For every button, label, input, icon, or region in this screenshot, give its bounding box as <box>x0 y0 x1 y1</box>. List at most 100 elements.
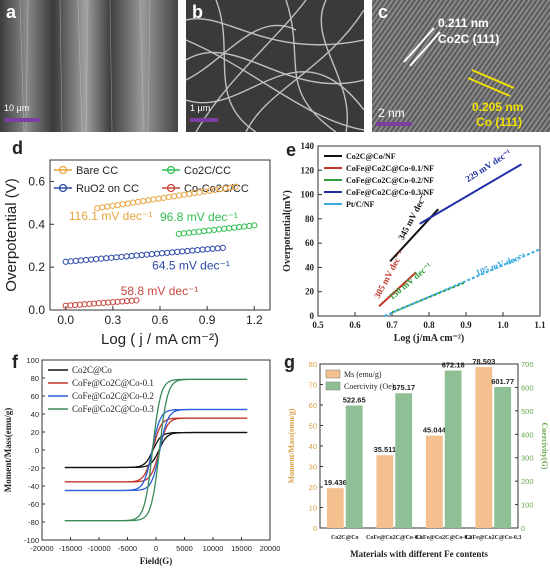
data-point <box>163 249 171 256</box>
data-point <box>153 250 161 257</box>
legend-swatch <box>325 369 341 379</box>
y-tick-label: 0 <box>35 446 39 455</box>
data-point <box>232 183 239 190</box>
legend-label: Co2C/CC <box>184 165 231 177</box>
data-point <box>215 226 223 233</box>
data-point <box>118 253 125 260</box>
x-tick-label: 1.0 <box>497 320 509 330</box>
data-point <box>87 256 95 263</box>
data-point <box>108 254 115 261</box>
panel-letter-b: b <box>192 2 203 22</box>
legend-label: CoFe@Co2C@Co-0.2 <box>72 391 154 401</box>
y-tick-label-left: 50 <box>309 422 317 431</box>
legend-label: CoFe@Co2C@Co-0.3/NF <box>346 188 434 197</box>
y-tick-label-left: 60 <box>309 401 317 410</box>
y-tick-label: -80 <box>28 518 39 527</box>
hysteresis-branch <box>64 417 248 483</box>
y-tick-label: 120 <box>301 165 315 175</box>
y-tick-label-left: 20 <box>309 483 317 492</box>
bar-ms <box>376 455 394 528</box>
data-point <box>231 224 238 231</box>
y-tick-label: 80 <box>305 214 315 224</box>
data-point <box>210 226 218 234</box>
bar-label-coercivity: 601.77 <box>491 377 514 386</box>
legend-marker <box>58 165 68 175</box>
data-point <box>221 225 228 232</box>
hysteresis-branch <box>64 431 248 469</box>
tafel-slope-label: 116.1 mV dec⁻¹ <box>69 209 152 223</box>
bar-label-ms: 45.044 <box>423 426 447 435</box>
data-point <box>143 251 150 258</box>
data-point <box>165 194 172 201</box>
tafel-slope-label: 345 mV dec⁻¹ <box>396 191 430 242</box>
bar-coercivity <box>345 405 363 528</box>
y-tick-label-left: 0 <box>313 524 317 533</box>
y-tick-label-right: 0 <box>521 524 525 533</box>
tem-image-c: c 0.211 nm Co2C (111) 0.205 nm Co (111) … <box>372 0 550 132</box>
data-point <box>72 257 79 264</box>
y-tick-label: 20 <box>31 428 39 437</box>
x-tick-label: 0.8 <box>423 320 435 330</box>
y-tick-label: -60 <box>28 500 39 509</box>
data-point <box>179 248 186 255</box>
panel-letter-f: f <box>12 352 18 372</box>
y-tick-label: -100 <box>24 536 39 545</box>
data-point <box>148 251 155 258</box>
data-point <box>155 195 162 202</box>
data-point <box>205 227 213 234</box>
data-point <box>138 251 145 259</box>
bar-ms <box>425 435 443 528</box>
data-point <box>226 225 233 232</box>
y-tick-label-right: 300 <box>521 454 534 463</box>
series-line <box>391 281 467 314</box>
data-point <box>251 222 258 229</box>
scale-label-c: 2 nm <box>378 106 405 120</box>
series-line <box>384 248 541 317</box>
y-tick-label: 100 <box>301 190 315 200</box>
x-axis-label: Field(G) <box>140 556 173 566</box>
sem-texture-a <box>0 0 178 132</box>
panel-letter-e: e <box>286 140 297 160</box>
data-point <box>103 255 110 262</box>
legend-marker <box>166 165 176 175</box>
data-point <box>180 230 187 237</box>
x-tick-label: 0.7 <box>386 320 398 330</box>
data-point <box>135 198 142 205</box>
lattice-spacing-1: 0.211 nm <box>438 16 489 30</box>
x-tick-label: 1.2 <box>246 313 263 327</box>
y-axis-label-right: Coercivity(G) <box>540 423 549 470</box>
bar-label-coercivity: 575.17 <box>392 383 415 392</box>
bar-label-coercivity: 672.18 <box>442 361 465 370</box>
data-point <box>169 249 176 256</box>
x-tick-label: 15000 <box>231 544 252 553</box>
x-axis-label: Log (j/mA cm⁻²) <box>394 333 464 344</box>
legend-marker <box>58 183 68 193</box>
data-point <box>194 247 201 254</box>
x-tick-label: 20000 <box>260 544 280 553</box>
x-tick-label: 0 <box>154 544 158 553</box>
scale-label-a: 10 μm <box>4 103 30 113</box>
data-point <box>219 244 226 251</box>
legend-label: Pt/C/NF <box>346 200 375 209</box>
y-tick-label: 20 <box>305 287 315 297</box>
y-tick-label-left: 80 <box>309 360 317 369</box>
data-point <box>204 246 211 253</box>
y-tick-label: 60 <box>31 392 39 401</box>
data-point <box>145 197 152 204</box>
x-tick-label: 10000 <box>203 544 224 553</box>
chart-d: 0.0 0.3 0.6 0.9 1.2 0.0 0.2 0.4 0.6 Log ( j / mA … <box>0 138 280 350</box>
data-point <box>158 250 166 257</box>
bar-label-coercivity: 522.65 <box>343 396 366 405</box>
x-tick-label: 0.5 <box>312 320 324 330</box>
data-point <box>133 252 140 259</box>
y-tick-label-right: 500 <box>521 407 534 416</box>
data-point <box>160 194 167 201</box>
category-label: CoFe@Co2C@Co-0.3 <box>465 535 521 541</box>
y-tick-label: 0.6 <box>28 174 45 188</box>
y-axis-label: Moment/Mass(emu/g) <box>3 408 13 492</box>
hysteresis-branch <box>64 408 248 492</box>
hysteresis-branch <box>64 378 248 522</box>
legend-label: Co2C@Co/NF <box>346 152 396 161</box>
scale-label-b: 1 μm <box>190 103 211 113</box>
y-tick-label-right: 100 <box>521 501 534 510</box>
